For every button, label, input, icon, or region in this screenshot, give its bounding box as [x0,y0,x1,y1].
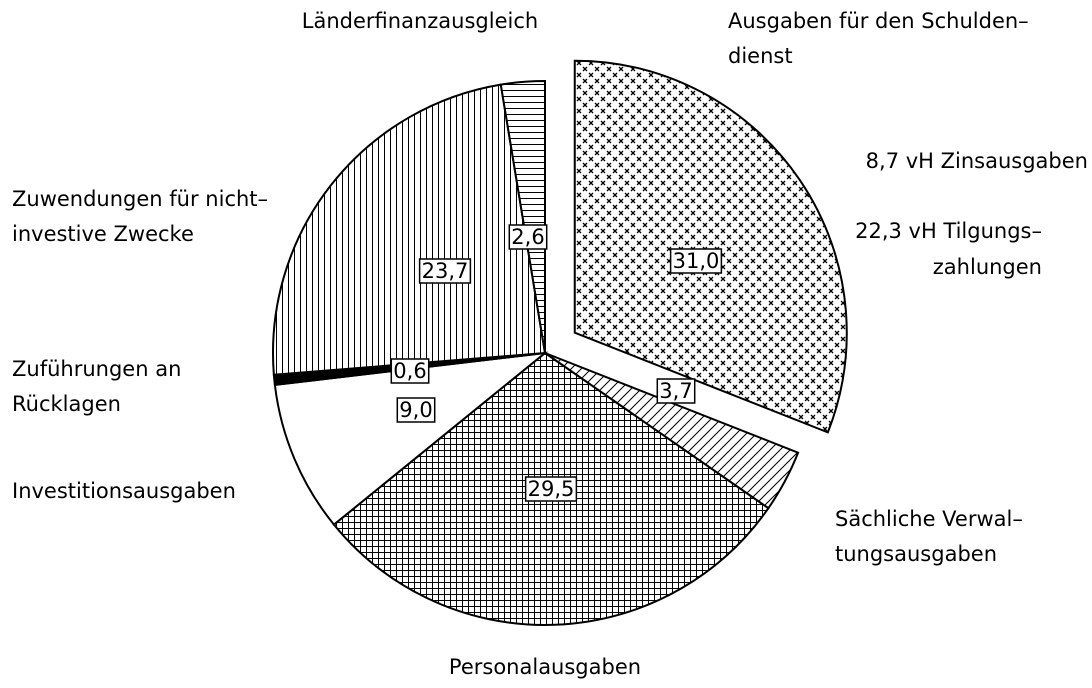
value-label-box [656,378,696,404]
category-label: Sächliche Verwal– tungsausgaben [835,507,1023,566]
value-label: 3,7 [659,379,692,403]
value-label: 23,7 [422,259,469,283]
pie-slice [499,79,546,354]
category-label: Personalausgaben [449,655,641,679]
annotation-line: zahlungen [933,255,1042,279]
pie-slice [273,351,549,526]
category-label-line: tungsausgaben [835,542,997,566]
pie-slice [272,83,547,376]
value-label-box [390,358,430,384]
annotation: 22,3 vH Tilgungs– zahlungen [855,219,1042,279]
category-label-line: Sächliche Verwal– [835,507,1023,531]
value-label-line: 0,6 [393,359,426,383]
category-label-line: Länderfinanzausgleich [302,9,538,33]
category-label: Zuwendungen für nicht– investive Zwecke [12,187,268,246]
value-label: 31,0 [673,249,720,273]
category-label: Länderfinanzausgleich [302,9,538,33]
category-label-line: investive Zwecke [12,222,194,246]
value-label: 2,6 [511,225,544,249]
category-label-line: Ausgaben für den Schulden– [728,9,1029,33]
category-label-line: Rücklagen [12,392,121,416]
value-label: 9,0 [399,398,432,422]
annotation-line: 22,3 vH Tilgungs– [855,219,1042,243]
pie-slice [573,59,848,434]
value-label-line: 23,7 [422,259,469,283]
value-label-line: 29,5 [528,477,575,501]
value-label-line: 2,6 [511,225,544,249]
annotation-line: 8,7 vH Zinsausgaben [866,149,1088,173]
value-label-box [508,224,548,250]
category-label-line: Investitionsausgaben [12,479,236,503]
category-label-line: Zuführungen an [12,357,181,381]
category-label-line: dienst [728,44,793,68]
value-label: 0,6 [393,359,426,383]
value-label-box [524,476,578,502]
category-label: Zuführungen an Rücklagen [12,357,181,416]
value-label-line: 3,7 [659,379,692,403]
value-label-box [669,248,723,274]
value-label-line: 31,0 [673,249,720,273]
value-label-box [396,397,436,423]
category-label-line: Personalausgaben [449,655,641,679]
value-label-box [418,258,472,284]
category-label: Investitionsausgaben [12,479,236,503]
value-label: 29,5 [528,477,575,501]
value-label-line: 9,0 [399,398,432,422]
category-label: Ausgaben für den Schulden– dienst [728,9,1029,68]
annotation: 8,7 vH Zinsausgaben [866,149,1088,173]
category-label-line: Zuwendungen für nicht– [12,187,268,211]
